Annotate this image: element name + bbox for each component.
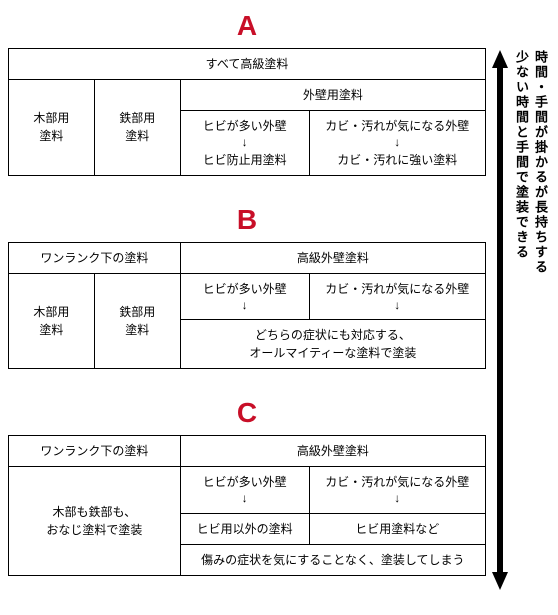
a-top-header: すべて高級塗料 (9, 49, 486, 80)
side-column: 時間・手間が掛かるが長持ちする 少ない時間と手間で塗装できる (492, 10, 550, 590)
b-bottom: どちらの症状にも対応する、 オールマイティーな塗料で塗装 (180, 320, 485, 369)
letter-c: C (8, 397, 486, 429)
double-arrow-icon (492, 50, 508, 590)
a-ext1-bot: ヒビ防止用塗料 (185, 151, 305, 169)
side-label-top: 時間・手間が掛かるが長持ちする (531, 50, 550, 570)
side-label-bottom: 少ない時間と手間で塗装できる (512, 50, 531, 570)
a-ext1: ヒビが多い外壁 ↓ ヒビ防止用塗料 (180, 111, 309, 176)
b-left-header: ワンランク下の塗料 (9, 242, 181, 273)
down-arrow-icon: ↓ (185, 491, 305, 507)
a-col2: 鉄部用 塗料 (94, 80, 180, 176)
c-ext1-bot: ヒビ用以外の塗料 (180, 513, 309, 544)
a-ext2-bot: カビ・汚れに強い塗料 (314, 151, 482, 169)
b-right-header: 高級外壁塗料 (180, 242, 485, 273)
down-arrow-icon: ↓ (314, 491, 482, 507)
down-arrow-icon: ↓ (185, 135, 305, 151)
c-left-cell: 木部も鉄部も、 おなじ塗料で塗装 (9, 467, 181, 576)
c-ext1-top: ヒビが多い外壁 ↓ (180, 467, 309, 514)
a-ext2: カビ・汚れが気になる外壁 ↓ カビ・汚れに強い塗料 (309, 111, 486, 176)
a-ext2-top: カビ・汚れが気になる外壁 (314, 117, 482, 135)
side-labels: 時間・手間が掛かるが長持ちする 少ない時間と手間で塗装できる (512, 10, 550, 590)
a-ext-header: 外壁用塗料 (180, 80, 485, 111)
a-col1: 木部用 塗料 (9, 80, 95, 176)
table-c: ワンランク下の塗料 高級外壁塗料 木部も鉄部も、 おなじ塗料で塗装 ヒビが多い外… (8, 435, 486, 576)
table-b: ワンランク下の塗料 高級外壁塗料 木部用 塗料 鉄部用 塗料 ヒビが多い外壁 ↓… (8, 242, 486, 370)
down-arrow-icon: ↓ (314, 135, 482, 151)
down-arrow-icon: ↓ (314, 298, 482, 314)
section-c: C ワンランク下の塗料 高級外壁塗料 木部も鉄部も、 おなじ塗料で塗装 ヒビが多… (8, 397, 486, 576)
b-ext1: ヒビが多い外壁 ↓ (180, 273, 309, 320)
section-a: A すべて高級塗料 木部用 塗料 鉄部用 塗料 外壁用塗料 ヒビが多い外壁 ↓ … (8, 10, 486, 176)
page: A すべて高級塗料 木部用 塗料 鉄部用 塗料 外壁用塗料 ヒビが多い外壁 ↓ … (0, 0, 558, 600)
c-left-header: ワンランク下の塗料 (9, 436, 181, 467)
double-arrow (492, 10, 508, 590)
c-ext2-bot: ヒビ用塗料など (309, 513, 486, 544)
tables-column: A すべて高級塗料 木部用 塗料 鉄部用 塗料 外壁用塗料 ヒビが多い外壁 ↓ … (8, 10, 486, 590)
b-ext2: カビ・汚れが気になる外壁 ↓ (309, 273, 486, 320)
c-ext1-label: ヒビが多い外壁 (185, 473, 305, 491)
c-bottom: 傷みの症状を気にすることなく、塗装してしまう (180, 544, 485, 575)
b-ext1-label: ヒビが多い外壁 (185, 280, 305, 298)
b-col1: 木部用 塗料 (9, 273, 95, 369)
table-a: すべて高級塗料 木部用 塗料 鉄部用 塗料 外壁用塗料 ヒビが多い外壁 ↓ ヒビ… (8, 48, 486, 176)
a-ext1-top: ヒビが多い外壁 (185, 117, 305, 135)
letter-b: B (8, 204, 486, 236)
b-ext2-label: カビ・汚れが気になる外壁 (314, 280, 482, 298)
c-right-header: 高級外壁塗料 (180, 436, 485, 467)
section-b: B ワンランク下の塗料 高級外壁塗料 木部用 塗料 鉄部用 塗料 ヒビが多い外壁… (8, 204, 486, 370)
c-ext2-top: カビ・汚れが気になる外壁 ↓ (309, 467, 486, 514)
c-ext2-label: カビ・汚れが気になる外壁 (314, 473, 482, 491)
down-arrow-icon: ↓ (185, 298, 305, 314)
b-col2: 鉄部用 塗料 (94, 273, 180, 369)
letter-a: A (8, 10, 486, 42)
